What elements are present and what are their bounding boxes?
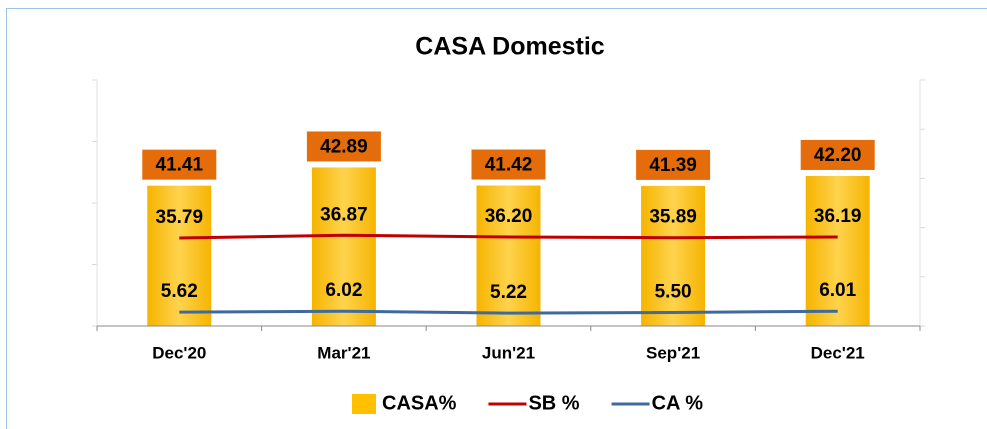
bar-label-box bbox=[800, 139, 875, 170]
line bbox=[179, 233, 838, 240]
line-label: 35.79 bbox=[156, 207, 204, 228]
x-tick-label: Dec'21 bbox=[811, 343, 865, 362]
bar-label: 42.89 bbox=[320, 136, 368, 157]
bar-label-box bbox=[142, 149, 217, 180]
legend-swatch bbox=[352, 394, 376, 414]
bar bbox=[805, 175, 870, 326]
line-label: 6.02 bbox=[325, 280, 362, 301]
line-label: 5.50 bbox=[655, 281, 692, 302]
x-tick-label: Sep'21 bbox=[646, 343, 700, 362]
line-label: 36.20 bbox=[485, 206, 533, 227]
bar-label: 41.39 bbox=[649, 155, 697, 176]
bar bbox=[476, 185, 541, 326]
bar-label-box bbox=[471, 149, 546, 180]
line-label: 6.01 bbox=[819, 280, 856, 301]
x-tick-label: Jun'21 bbox=[482, 343, 535, 362]
bar-label: 42.20 bbox=[814, 145, 862, 166]
legend-label: CA % bbox=[652, 392, 704, 414]
legend-label: CASA% bbox=[382, 392, 457, 414]
legend-label: SB % bbox=[528, 392, 579, 414]
line-label: 5.22 bbox=[490, 282, 527, 303]
x-tick-label: Mar'21 bbox=[317, 343, 370, 362]
line bbox=[179, 309, 838, 315]
line-label: 36.87 bbox=[320, 204, 368, 225]
bar-label: 41.42 bbox=[485, 155, 533, 176]
bar bbox=[641, 185, 706, 326]
x-tick-label: Dec'20 bbox=[152, 343, 206, 362]
bar-label-box bbox=[306, 131, 381, 162]
line-label: 36.19 bbox=[814, 206, 862, 227]
bar-label: 41.41 bbox=[156, 155, 204, 176]
bar-label-box bbox=[636, 149, 711, 180]
chart-title: CASA Domestic bbox=[415, 33, 604, 61]
line-label: 35.89 bbox=[649, 207, 697, 228]
bar bbox=[147, 185, 212, 326]
bar bbox=[311, 167, 376, 326]
line-label: 5.62 bbox=[161, 281, 198, 302]
